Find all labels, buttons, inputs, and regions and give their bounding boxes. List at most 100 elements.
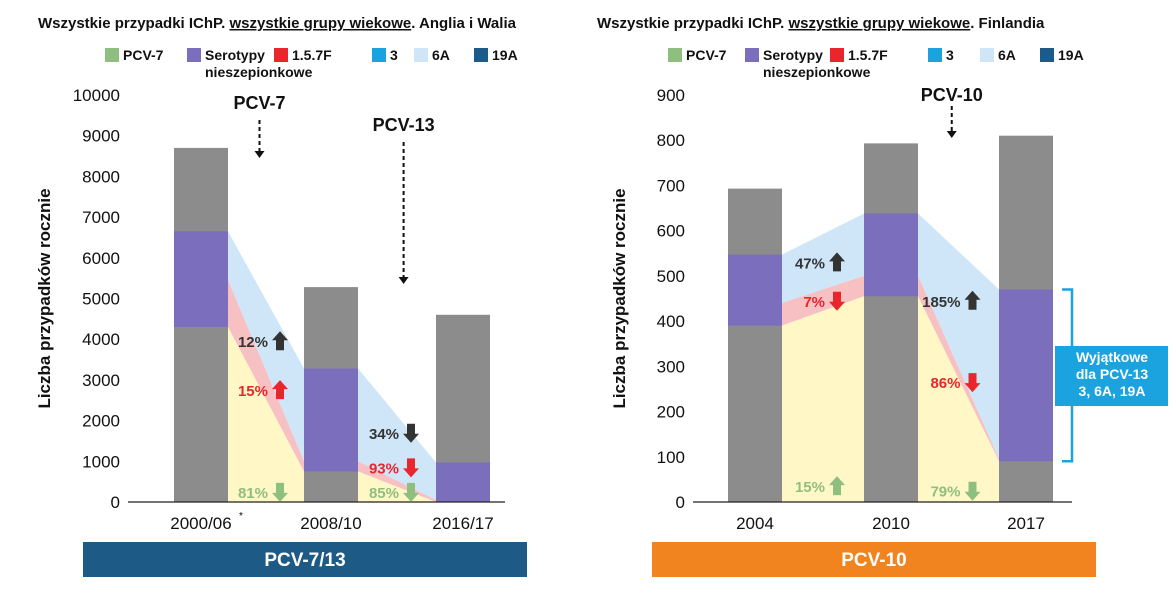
band-pcv7 (358, 471, 436, 502)
vaccine-banner (83, 542, 527, 577)
chart-title-part: Wszystkie przypadki IChP. (38, 15, 229, 32)
callout-box (1055, 346, 1168, 406)
arrow-up-icon (829, 476, 845, 496)
band-serotype-157f (918, 275, 999, 462)
y-tick-label: 300 (657, 357, 685, 376)
y-tick-label: 700 (657, 176, 685, 195)
band-pcv7 (228, 326, 304, 502)
legend-label: 1.5.7F (292, 47, 332, 63)
vaccine-banner-label: PCV-7/13 (264, 550, 345, 571)
arrow-down-icon (964, 481, 981, 501)
legend-swatch (474, 48, 488, 62)
y-tick-label: 400 (657, 312, 685, 331)
percent-change-label: 7% (803, 294, 825, 311)
band-other-serotypes (358, 368, 436, 500)
y-tick-label: 8000 (82, 167, 120, 186)
band-serotype-157f (358, 461, 436, 502)
legend-label: Serotypy (763, 47, 823, 63)
bar-non-vaccine-segment (864, 213, 918, 297)
legend-swatch (980, 48, 994, 62)
chart-title-part: . Anglia i Walia (411, 15, 516, 32)
chart-title: Wszystkie przypadki IChP. wszystkie grup… (597, 15, 1045, 32)
arrow-down-icon (964, 373, 981, 393)
bar-non-vaccine-segment (174, 231, 228, 327)
percent-change-label: 15% (238, 383, 268, 400)
y-tick-label: 100 (657, 448, 685, 467)
legend-label: nieszepionkowe (205, 64, 313, 80)
band-other-serotypes (782, 213, 864, 304)
legend-label: 6A (998, 47, 1016, 63)
arrow-down-icon (403, 423, 419, 443)
percent-change-label: 79% (930, 484, 960, 501)
x-tick-label: 2016/17 (432, 514, 493, 533)
legend-label: nieszepionkowe (763, 64, 871, 80)
percent-change-label: 93% (369, 460, 399, 477)
x-tick-label: 2004 (736, 514, 774, 533)
chart-title: Wszystkie przypadki IChP. wszystkie grup… (38, 15, 517, 32)
vaccine-intro-arrowhead (946, 131, 957, 138)
vaccine-intro-label: PCV-7 (233, 93, 285, 113)
legend-swatch (745, 48, 759, 62)
arrow-up-icon (964, 290, 981, 310)
band-other-serotypes (918, 213, 999, 460)
vaccine-intro-arrowhead (398, 277, 409, 284)
y-tick-label: 9000 (82, 127, 120, 146)
percent-change-label: 34% (369, 426, 399, 443)
legend-label: PCV-7 (686, 47, 727, 63)
band-serotype-157f (782, 275, 864, 326)
arrow-down-icon (403, 482, 419, 502)
y-tick-label: 2000 (82, 412, 120, 431)
bar-non-vaccine-segment (304, 368, 358, 472)
band-serotype-157f (228, 280, 304, 472)
legend-swatch (830, 48, 844, 62)
legend-label: 3 (390, 47, 398, 63)
chart-title-part: wszystkie grupy wiekowe (787, 15, 970, 32)
chart-title-part: wszystkie grupy wiekowe (228, 15, 411, 32)
percent-change-label: 185% (922, 294, 960, 311)
vaccine-intro-arrowhead (254, 151, 265, 158)
legend-label: 1.5.7F (848, 47, 888, 63)
legend-swatch (372, 48, 386, 62)
bar-total (864, 143, 918, 503)
y-tick-label: 10000 (73, 86, 120, 105)
y-tick-label: 1000 (82, 452, 120, 471)
legend-label: 19A (1058, 47, 1084, 63)
band-other-serotypes (228, 231, 304, 462)
callout-text: Wyjątkowe (1076, 349, 1148, 365)
y-axis-label: Liczba przypadków rocznie (610, 188, 629, 408)
band-pcv7 (782, 296, 864, 502)
arrow-up-icon (272, 331, 288, 351)
legend-swatch (187, 48, 201, 62)
bar-non-vaccine-segment (728, 254, 782, 326)
x-tick-label: 2010 (872, 514, 910, 533)
vaccine-banner-label: PCV-10 (841, 550, 906, 571)
legend-swatch (928, 48, 942, 62)
legend-swatch (414, 48, 428, 62)
y-tick-label: 5000 (82, 290, 120, 309)
x-tick-label: 2008/10 (300, 514, 361, 533)
legend-swatch (668, 48, 682, 62)
y-tick-label: 800 (657, 131, 685, 150)
x-tick-label: 2017 (1007, 514, 1045, 533)
arrow-up-icon (272, 380, 288, 400)
bar-non-vaccine-segment (436, 462, 490, 502)
chart-title-part: Wszystkie przypadki IChP. (597, 15, 788, 32)
arrow-down-icon (403, 458, 419, 478)
y-tick-label: 4000 (82, 330, 120, 349)
y-tick-label: 900 (657, 86, 685, 105)
y-tick-label: 200 (657, 403, 685, 422)
legend-label: 6A (432, 47, 450, 63)
percent-change-label: 47% (795, 255, 825, 272)
percent-change-label: 81% (238, 485, 268, 502)
percent-change-label: 86% (930, 375, 960, 392)
legend-label: PCV-7 (123, 47, 164, 63)
x-tick-label: 2000/06 (170, 514, 231, 533)
band-pcv7 (918, 296, 999, 502)
arrow-down-icon (272, 482, 288, 502)
vaccine-banner (652, 542, 1096, 577)
callout-text: dla PCV-13 (1076, 366, 1149, 382)
chart-title-part: . Finlandia (970, 15, 1045, 32)
percent-change-label: 12% (238, 334, 268, 351)
callout-text: 3, 6A, 19A (1079, 383, 1146, 399)
